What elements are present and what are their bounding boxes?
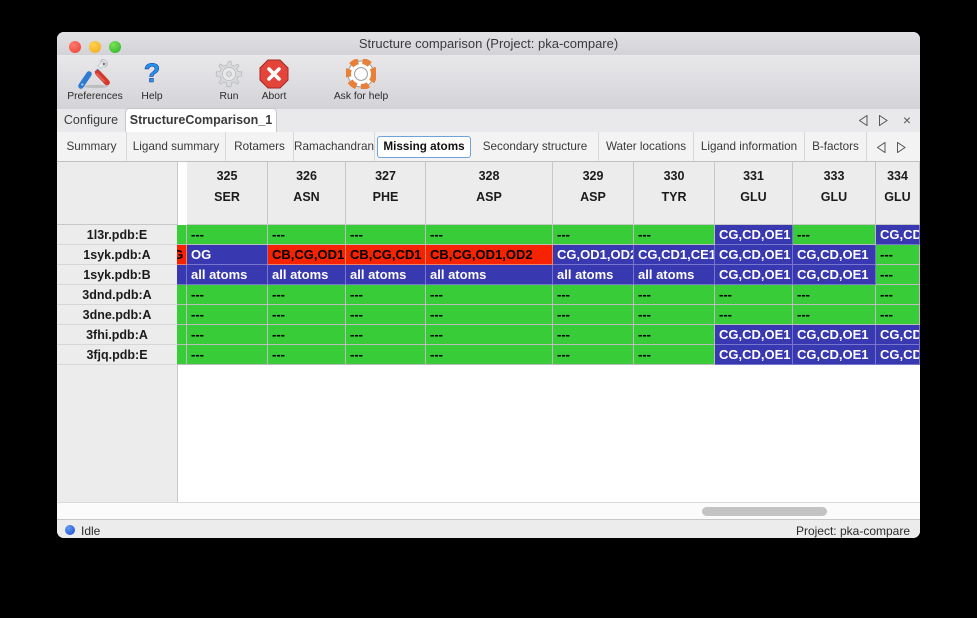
svg-text:?: ? xyxy=(144,59,161,88)
